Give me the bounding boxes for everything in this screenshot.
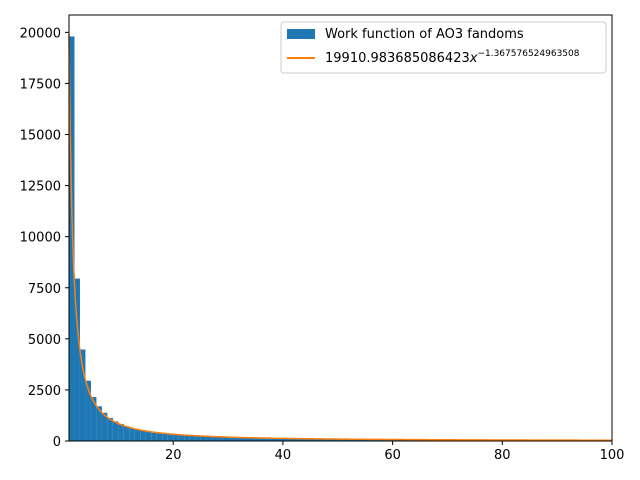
histogram-bar	[112, 421, 119, 441]
histogram-bar	[376, 439, 382, 441]
y-tick-label: 7500	[28, 282, 61, 297]
histogram-bar	[343, 439, 349, 441]
histogram-bar	[156, 433, 163, 441]
legend-box	[280, 21, 607, 74]
histogram-bar	[260, 438, 267, 441]
histogram-bar	[370, 439, 377, 441]
fit-line	[68, 34, 612, 441]
histogram-bar	[211, 437, 218, 441]
y-tick-label: 0	[53, 435, 61, 450]
histogram-bar	[178, 435, 185, 441]
histogram-bar	[195, 436, 201, 441]
histogram-bar	[431, 439, 437, 441]
histogram-bar	[420, 439, 426, 441]
histogram-bar	[123, 426, 130, 441]
histogram-bar	[145, 431, 152, 441]
histogram-bar	[244, 438, 250, 441]
legend-fit-variable: x	[469, 51, 478, 66]
histogram-bar	[315, 439, 322, 441]
histogram-bar	[129, 428, 135, 441]
histogram-bar	[184, 435, 190, 441]
legend-fit-exponent: −1.367576524963508	[477, 49, 579, 59]
histogram-bar	[200, 436, 207, 441]
histogram-bar	[398, 439, 404, 441]
histogram-bar	[118, 424, 124, 441]
y-tick-label: 12500	[20, 180, 61, 195]
y-tick-label: 10000	[20, 231, 61, 246]
histogram-bar	[282, 438, 289, 441]
histogram-bar	[277, 438, 283, 441]
histogram-bar	[173, 434, 179, 441]
histogram-bar	[189, 436, 196, 441]
histogram-bar	[79, 349, 86, 441]
y-axis: 0 2500 5000 7500 10000 12500 15000 17500 20000	[20, 26, 69, 450]
histogram-bar	[206, 436, 212, 441]
histogram-bar	[409, 439, 415, 441]
histogram-bar	[271, 438, 278, 441]
x-tick-label: 60	[384, 448, 401, 463]
histogram-bar	[217, 437, 223, 441]
y-tick-label: 20000	[20, 26, 61, 41]
legend: Work function of AO3 fandoms 19910.98368…	[280, 21, 607, 74]
histogram-bar	[74, 278, 80, 441]
histogram-bar	[239, 437, 245, 441]
legend-fit-label: 19910.983685086423x−1.367576524963508	[325, 49, 580, 66]
histogram-bar	[348, 439, 355, 441]
histogram-bar	[101, 412, 108, 441]
histogram-bar	[354, 439, 360, 441]
histogram-bar	[228, 437, 234, 441]
histogram-bar	[299, 439, 305, 441]
x-tick-label: 40	[275, 448, 292, 463]
legend-fit-coefficient: 19910.983685086423	[325, 51, 470, 66]
histogram-bar	[337, 439, 344, 441]
x-tick-label: 20	[165, 448, 182, 463]
histogram-bar	[96, 406, 102, 441]
histogram-bars	[69, 36, 612, 441]
histogram-bar	[85, 380, 91, 441]
histogram-bar	[425, 439, 431, 441]
histogram-bar	[255, 438, 261, 441]
y-tick-label: 2500	[28, 384, 61, 399]
histogram-bar	[304, 439, 311, 441]
histogram-bar	[387, 439, 393, 441]
histogram-bar	[293, 438, 300, 441]
plot-frame	[68, 14, 613, 442]
histogram-bar	[266, 438, 272, 441]
histogram-bar	[414, 439, 421, 441]
histogram-bar	[233, 437, 240, 441]
histogram-bar	[359, 439, 366, 441]
legend-histogram-swatch	[287, 29, 315, 39]
histogram-bar	[403, 439, 410, 441]
histogram-bar	[310, 439, 316, 441]
histogram-bar	[321, 439, 327, 441]
y-tick-label: 17500	[20, 77, 61, 92]
histogram-bar	[167, 434, 174, 441]
histogram-bar	[222, 437, 229, 441]
y-tick-label: 5000	[28, 333, 61, 348]
histogram-bar	[162, 433, 168, 441]
y-tick-label: 15000	[20, 129, 61, 144]
histogram-bar	[107, 417, 113, 441]
histogram-bar	[332, 439, 338, 441]
x-tick-label: 100	[600, 448, 625, 463]
x-tick-label: 80	[494, 448, 511, 463]
histogram-bar	[140, 430, 146, 441]
histogram-bar	[151, 432, 157, 441]
histogram-bar	[250, 438, 256, 441]
histogram-bar	[381, 439, 388, 441]
histogram-bar	[288, 438, 294, 441]
histogram-bar	[392, 439, 399, 441]
histogram-bar	[69, 36, 75, 441]
histogram-bar	[365, 439, 371, 441]
histogram-bar	[134, 429, 141, 441]
x-axis: 20 40 60 80 100	[165, 441, 624, 463]
legend-histogram-label: Work function of AO3 fandoms	[325, 27, 524, 42]
histogram-bar	[90, 397, 97, 441]
histogram-bar	[326, 439, 333, 441]
